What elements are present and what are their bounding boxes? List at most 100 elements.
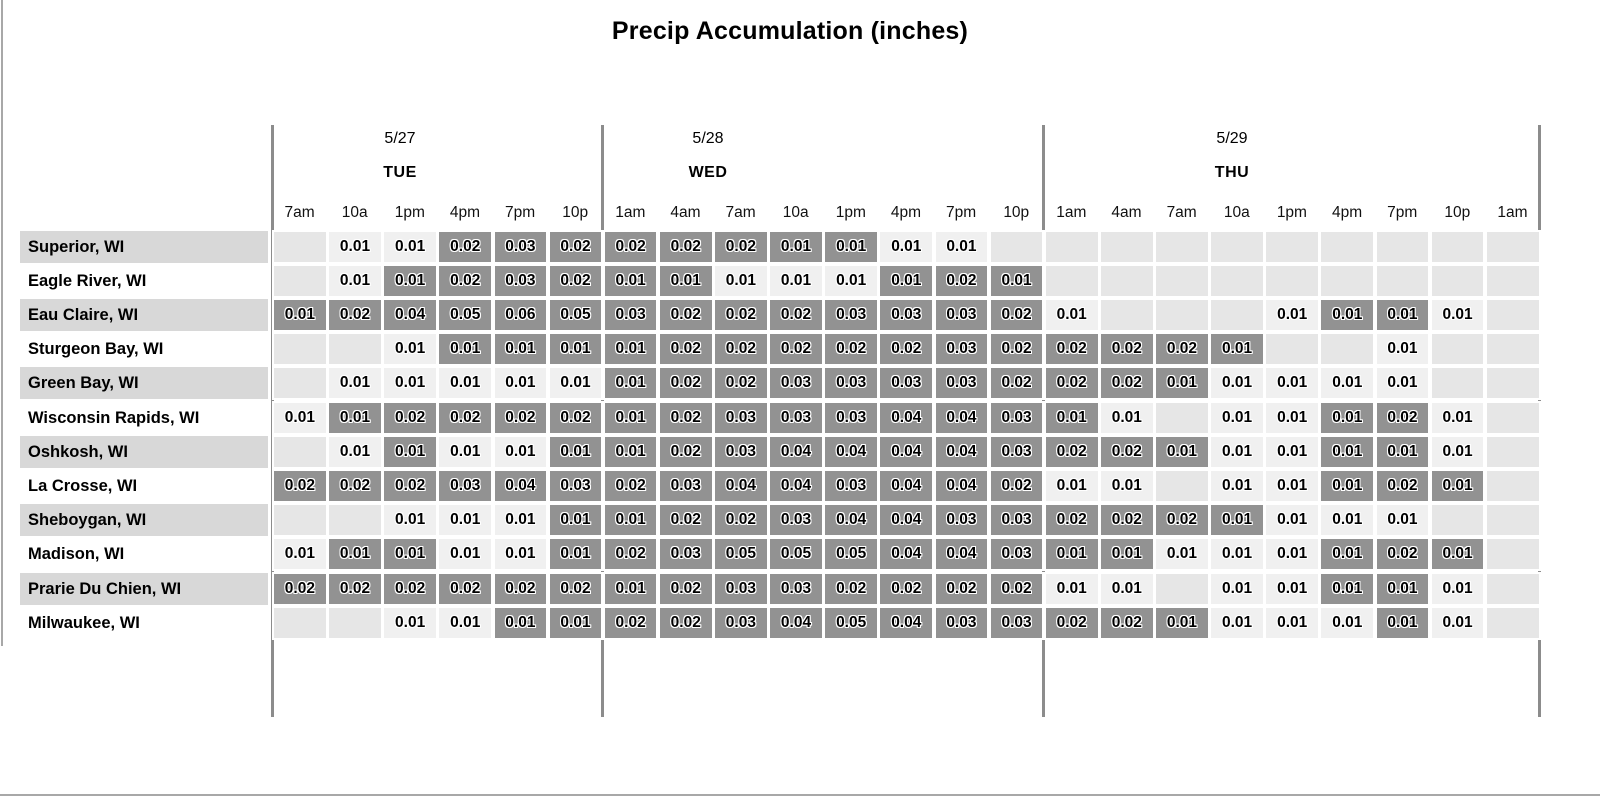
time-column-header: 4pm (890, 204, 922, 221)
precip-cell: 0.01 (1209, 571, 1265, 606)
precip-cell: 0.01 (1264, 400, 1321, 435)
precip-cell: 0.04 (768, 605, 824, 640)
precip-cell: 0.03 (768, 503, 824, 538)
precip-cell: 0.02 (547, 571, 604, 606)
precip-cell: 0.02 (988, 366, 1045, 401)
precip-cell: 0.01 (327, 537, 383, 572)
precip-cell: 0.01 (382, 605, 438, 640)
precip-cell: 0.02 (1098, 503, 1155, 538)
time-column-header: 7am (725, 204, 756, 221)
precip-cell: 0.01 (382, 332, 438, 367)
time-column-header: 10p (1444, 204, 1471, 221)
precip-cell (327, 605, 383, 640)
time-column-header: 10p (1003, 204, 1030, 221)
precip-cell (1319, 263, 1376, 298)
precip-cell: 0.03 (933, 605, 990, 640)
precip-cell: 0.02 (1154, 503, 1210, 538)
time-column-header: 10p (562, 204, 589, 221)
precip-cell: 0.03 (823, 400, 880, 435)
precip-cell (1319, 229, 1376, 264)
precip-cell (272, 366, 328, 401)
precip-cell (1484, 297, 1541, 333)
precip-cell: 0.03 (768, 571, 824, 606)
precip-cell: 0.04 (933, 468, 990, 504)
precip-cell: 0.01 (1319, 366, 1376, 401)
precip-cell: 0.01 (1429, 400, 1486, 435)
precip-cell: 0.01 (437, 537, 494, 572)
precip-cell: 0.01 (1264, 468, 1321, 504)
row-label: Eagle River, WI (20, 264, 268, 297)
precip-cell: 0.02 (1374, 468, 1431, 504)
precip-cell (1264, 263, 1321, 298)
precip-cell (272, 503, 328, 538)
precip-cell: 0.01 (1043, 468, 1100, 504)
precip-cell: 0.01 (382, 537, 438, 572)
row-label: Green Bay, WI (20, 367, 268, 400)
time-column-header: 7pm (1387, 204, 1418, 221)
precip-cell: 0.01 (1264, 366, 1321, 401)
precip-cell: 0.01 (437, 366, 494, 401)
precip-cell: 0.03 (823, 297, 880, 333)
precip-cell: 0.02 (547, 263, 604, 298)
precip-cell: 0.01 (1319, 503, 1376, 538)
precip-cell (327, 503, 383, 538)
precip-cell: 0.01 (1264, 571, 1321, 606)
row-label: La Crosse, WI (20, 469, 268, 503)
precip-cell: 0.04 (823, 503, 880, 538)
precip-cell: 0.01 (602, 332, 659, 367)
precip-cell: 0.01 (988, 263, 1045, 298)
precip-cell: 0.06 (492, 297, 549, 333)
precip-cell: 0.03 (988, 537, 1045, 572)
precip-cell: 0.03 (713, 571, 769, 606)
precip-cell: 0.01 (1154, 434, 1210, 469)
precip-cell: 0.03 (988, 503, 1045, 538)
precip-cell: 0.02 (382, 571, 438, 606)
precip-cell: 0.01 (547, 605, 604, 640)
precip-cell (1429, 503, 1486, 538)
time-column-header: 4am (670, 204, 701, 221)
precip-cell (1154, 229, 1210, 264)
time-column-header: 1am (1056, 204, 1087, 221)
precip-cell: 0.02 (602, 605, 659, 640)
precip-cell: 0.02 (988, 332, 1045, 367)
time-column-header: 10a (1223, 204, 1250, 221)
precip-cell: 0.02 (823, 332, 880, 367)
precip-cell: 0.01 (382, 263, 438, 298)
precip-cell: 0.02 (382, 400, 438, 435)
time-column-header: 7am (284, 204, 315, 221)
precip-cell: 0.05 (547, 297, 604, 333)
precip-cell: 0.02 (602, 468, 659, 504)
time-column-header: 1am (615, 204, 646, 221)
precip-cell (1154, 297, 1210, 333)
precip-cell: 0.03 (657, 537, 714, 572)
precip-cell: 0.04 (933, 434, 990, 469)
precip-cell (1209, 229, 1265, 264)
precip-cell: 0.01 (1209, 400, 1265, 435)
time-column-header: 4pm (449, 204, 481, 221)
precip-cell (1484, 571, 1541, 606)
time-column-header: 10a (782, 204, 809, 221)
precip-cell: 0.01 (437, 503, 494, 538)
precip-cell: 0.01 (547, 332, 604, 367)
precip-cell: 0.01 (602, 400, 659, 435)
precip-cell: 0.01 (382, 503, 438, 538)
precip-cell (1484, 332, 1541, 367)
precip-cell: 0.01 (492, 332, 549, 367)
precip-cell: 0.01 (382, 366, 438, 401)
precip-cell: 0.02 (657, 571, 714, 606)
precip-cell: 0.02 (492, 571, 549, 606)
precip-cell: 0.01 (1429, 468, 1486, 504)
precip-cell: 0.01 (1209, 434, 1265, 469)
row-label: Eau Claire, WI (20, 298, 268, 332)
precip-cell: 0.02 (1098, 366, 1155, 401)
precip-cell: 0.05 (823, 537, 880, 572)
precip-cell: 0.03 (878, 366, 935, 401)
precip-cell: 0.02 (657, 605, 714, 640)
precip-cell (1319, 332, 1376, 367)
precip-cell: 0.02 (878, 571, 935, 606)
precip-cell: 0.03 (492, 263, 549, 298)
precip-cell: 0.01 (1264, 297, 1321, 333)
precip-cell: 0.02 (713, 503, 769, 538)
precip-cell: 0.01 (1043, 571, 1100, 606)
precip-cell: 0.02 (657, 503, 714, 538)
